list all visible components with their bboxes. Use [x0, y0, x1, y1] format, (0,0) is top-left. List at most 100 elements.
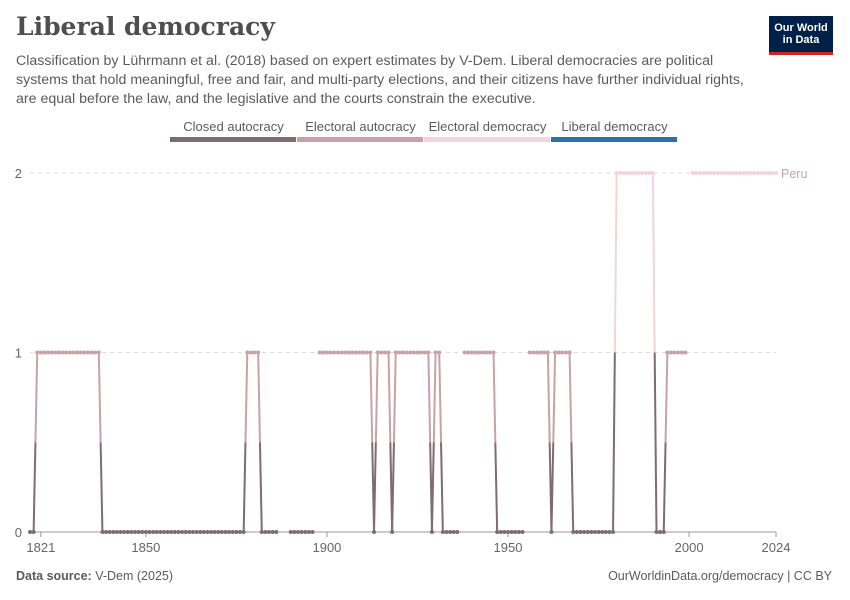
data-point: [705, 171, 710, 175]
legend-item-electoral-democracy[interactable]: Electoral democracy: [424, 119, 551, 142]
data-point: [679, 350, 684, 355]
data-point: [592, 530, 597, 534]
footer-url[interactable]: OurWorldinData.org/democracy | CC BY: [608, 569, 832, 583]
data-point: [364, 350, 369, 355]
data-point: [429, 530, 434, 534]
line-segment: [613, 172, 618, 353]
line-segment: [373, 442, 377, 533]
data-point: [67, 350, 72, 355]
data-point: [571, 530, 576, 534]
data-point: [556, 350, 561, 355]
data-point: [361, 350, 366, 355]
owid-logo[interactable]: Our World in Data: [769, 16, 833, 55]
line-segment: [546, 352, 551, 443]
data-point: [332, 350, 337, 355]
series-peru[interactable]: [28, 171, 778, 534]
data-point: [82, 350, 87, 355]
data-point: [382, 350, 387, 355]
data-point: [647, 171, 652, 175]
data-point: [390, 530, 395, 534]
data-point: [759, 171, 764, 175]
line-segment: [258, 442, 263, 533]
data-point: [252, 350, 257, 355]
legend-label: Liberal democracy: [561, 119, 668, 134]
data-point: [38, 350, 43, 355]
data-point: [672, 350, 677, 355]
data-point: [502, 530, 507, 534]
line-segment: [550, 442, 555, 533]
chart-title: Liberal democracy: [16, 12, 275, 41]
legend-label: Closed autocracy: [183, 119, 284, 134]
line-segment: [427, 352, 432, 443]
data-point: [133, 530, 138, 534]
data-point: [209, 530, 214, 534]
line-segment: [34, 352, 39, 443]
data-point: [451, 530, 456, 534]
data-point: [625, 171, 630, 175]
data-point: [49, 350, 54, 355]
data-point: [256, 350, 261, 355]
data-point: [484, 350, 489, 355]
logo-line-1: Our World: [774, 22, 828, 34]
data-point: [636, 171, 641, 175]
legend-swatch: [551, 137, 677, 142]
data-point: [404, 350, 409, 355]
data-point: [136, 530, 141, 534]
data-point: [538, 350, 543, 355]
data-point: [245, 350, 250, 355]
data-point: [125, 530, 130, 534]
data-point: [53, 350, 58, 355]
line-segment: [374, 352, 379, 443]
data-point: [448, 530, 453, 534]
data-source-value[interactable]: V-Dem (2025): [95, 569, 174, 583]
data-point: [734, 171, 739, 175]
data-point: [766, 171, 771, 175]
data-point: [770, 171, 775, 175]
data-point: [129, 530, 134, 534]
data-point: [629, 171, 634, 175]
line-segment: [612, 352, 616, 533]
legend-item-liberal-democracy[interactable]: Liberal democracy: [551, 119, 678, 142]
data-point: [694, 171, 699, 175]
legend-item-closed-autocracy[interactable]: Closed autocracy: [170, 119, 297, 142]
data-point: [578, 530, 583, 534]
line-segment: [244, 352, 249, 443]
data-point: [708, 171, 713, 175]
data-point: [198, 530, 203, 534]
line-segment: [257, 352, 261, 443]
data-point: [560, 350, 565, 355]
data-point: [520, 530, 525, 534]
line-segment: [552, 352, 557, 443]
data-point: [270, 530, 275, 534]
data-point: [357, 350, 362, 355]
line-segment: [97, 352, 102, 443]
data-point: [201, 530, 206, 534]
data-point: [46, 350, 51, 355]
data-point: [288, 530, 293, 534]
data-point: [440, 530, 445, 534]
line-segment: [392, 352, 397, 443]
legend-item-electoral-autocracy[interactable]: Electoral autocracy: [297, 119, 424, 142]
data-point: [310, 530, 315, 534]
data-point: [444, 530, 449, 534]
data-point: [755, 171, 760, 175]
data-point: [93, 350, 98, 355]
data-point: [324, 350, 329, 355]
data-point: [161, 530, 166, 534]
data-point: [419, 350, 424, 355]
data-point: [172, 530, 177, 534]
data-point: [339, 350, 344, 355]
data-point: [64, 350, 69, 355]
line-segment: [568, 352, 573, 443]
data-point: [516, 530, 521, 534]
data-point: [719, 171, 724, 175]
data-point: [553, 350, 558, 355]
data-point: [295, 530, 300, 534]
data-point: [549, 530, 554, 534]
data-point: [169, 530, 174, 534]
x-tick-label-1900: 1900: [312, 540, 341, 555]
data-point: [85, 350, 90, 355]
data-point: [100, 530, 105, 534]
data-point: [223, 530, 228, 534]
